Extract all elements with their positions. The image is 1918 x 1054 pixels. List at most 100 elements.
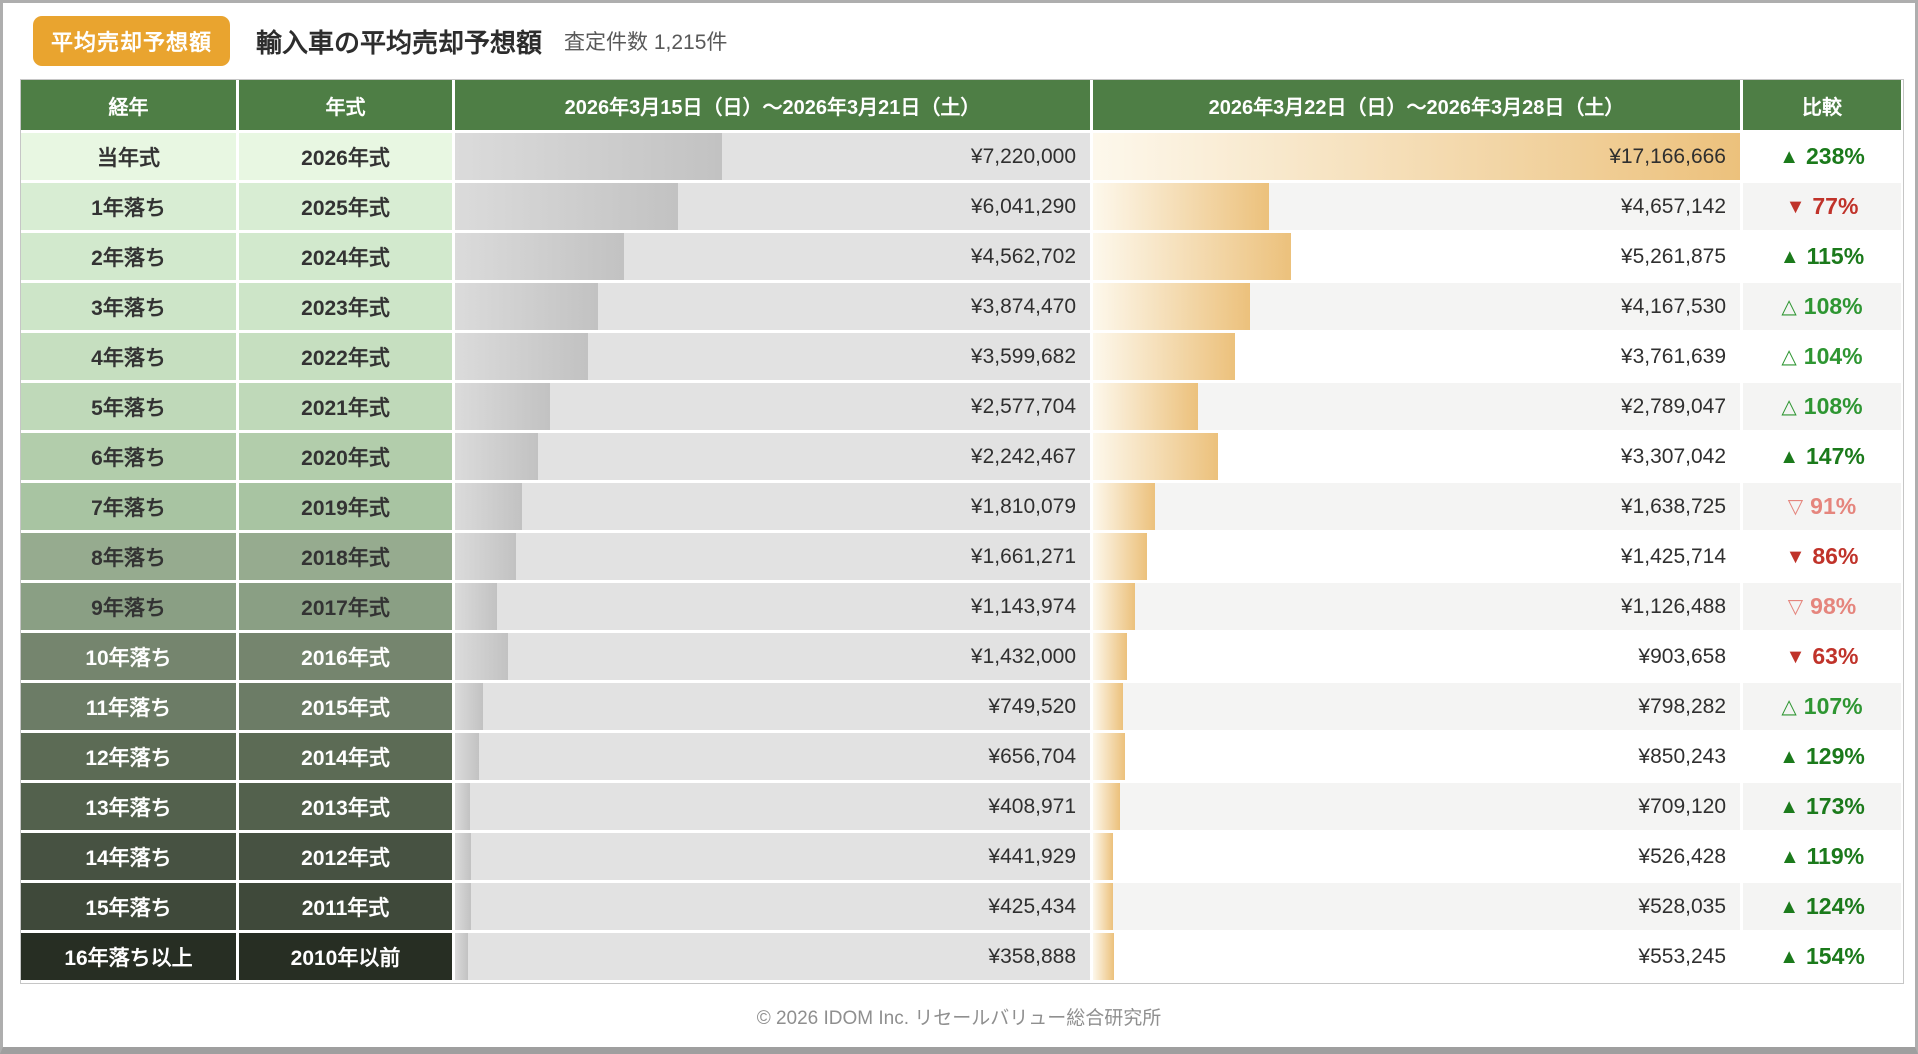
- category-badge: 平均売却予想額: [33, 16, 231, 66]
- comparison-cell: △ 107%: [1743, 683, 1901, 733]
- age-cell: 6年落ち: [21, 433, 239, 483]
- age-cell: 10年落ち: [21, 633, 239, 683]
- comparison-cell: ▼ 86%: [1743, 533, 1901, 583]
- week2-cell: ¥2,789,047: [1093, 383, 1743, 433]
- week1-cell: ¥4,562,702: [455, 233, 1093, 283]
- week1-value: ¥4,562,702: [970, 244, 1076, 268]
- table-row: 13年落ち 2013年式 ¥408,971 ¥709,120 ▲ 173%: [21, 783, 1903, 833]
- week1-value: ¥425,434: [988, 894, 1076, 918]
- week1-bar: [455, 183, 679, 230]
- comparison-percent: 173%: [1805, 793, 1865, 819]
- week1-cell: ¥1,661,271: [455, 533, 1093, 583]
- week1-value: ¥1,810,079: [970, 494, 1076, 518]
- table-row: 当年式 2026年式 ¥7,220,000 ¥17,166,666 ▲ 238%: [21, 133, 1903, 183]
- comparison-percent: 129%: [1805, 743, 1865, 769]
- model-year-cell: 2012年式: [239, 833, 455, 883]
- model-year-cell: 2023年式: [239, 283, 455, 333]
- model-year-cell: 2010年以前: [239, 933, 455, 983]
- week1-cell: ¥7,220,000: [455, 133, 1093, 183]
- table-row: 6年落ち 2020年式 ¥2,242,467 ¥3,307,042 ▲ 147%: [21, 433, 1903, 483]
- week1-value: ¥441,929: [988, 844, 1076, 868]
- week1-value: ¥3,599,682: [970, 344, 1076, 368]
- comparison-percent: 108%: [1803, 393, 1863, 419]
- age-cell: 8年落ち: [21, 533, 239, 583]
- week1-value: ¥656,704: [988, 744, 1076, 768]
- model-year-cell: 2020年式: [239, 433, 455, 483]
- week1-cell: ¥2,242,467: [455, 433, 1093, 483]
- week2-value: ¥528,035: [1638, 894, 1726, 918]
- column-header-week2: 2026年3月22日（日）〜2026年3月28日（土）: [1093, 80, 1743, 133]
- week1-bar: [455, 533, 517, 580]
- age-cell: 15年落ち: [21, 883, 239, 933]
- week2-cell: ¥798,282: [1093, 683, 1743, 733]
- resale-value-table: 経年 年式 2026年3月15日（日）〜2026年3月21日（土） 2026年3…: [20, 79, 1904, 984]
- week2-cell: ¥1,638,725: [1093, 483, 1743, 533]
- table-row: 7年落ち 2019年式 ¥1,810,079 ¥1,638,725 ▽ 91%: [21, 483, 1903, 533]
- week2-bar: [1093, 733, 1126, 780]
- column-header-comparison: 比較: [1743, 80, 1901, 133]
- week2-value: ¥709,120: [1638, 794, 1726, 818]
- week2-bar: [1093, 233, 1292, 280]
- trend-triangle-icon: ▲: [1779, 145, 1799, 168]
- week1-bar: [455, 433, 538, 480]
- week2-cell: ¥3,761,639: [1093, 333, 1743, 383]
- comparison-percent: 98%: [1810, 593, 1857, 619]
- week1-bar: [455, 333, 589, 380]
- comparison-cell: ▲ 115%: [1743, 233, 1901, 283]
- week2-cell: ¥526,428: [1093, 833, 1743, 883]
- model-year-cell: 2015年式: [239, 683, 455, 733]
- table-row: 5年落ち 2021年式 ¥2,577,704 ¥2,789,047 △ 108%: [21, 383, 1903, 433]
- week1-cell: ¥441,929: [455, 833, 1093, 883]
- comparison-cell: ▲ 119%: [1743, 833, 1901, 883]
- comparison-percent: 115%: [1806, 243, 1865, 269]
- week2-cell: ¥903,658: [1093, 633, 1743, 683]
- comparison-cell: △ 108%: [1743, 283, 1901, 333]
- week2-bar: [1093, 433, 1218, 480]
- comparison-percent: 119%: [1806, 843, 1865, 869]
- week2-bar: [1093, 333, 1235, 380]
- week1-bar: [455, 633, 508, 680]
- week2-bar: [1093, 633, 1128, 680]
- week1-bar: [455, 283, 599, 330]
- table-row: 3年落ち 2023年式 ¥3,874,470 ¥4,167,530 △ 108%: [21, 283, 1903, 333]
- week2-value: ¥1,638,725: [1620, 494, 1726, 518]
- comparison-cell: △ 104%: [1743, 333, 1901, 383]
- comparison-percent: 124%: [1805, 893, 1865, 919]
- model-year-cell: 2017年式: [239, 583, 455, 633]
- week1-bar: [455, 733, 480, 780]
- trend-triangle-icon: ▲: [1779, 895, 1799, 918]
- model-year-cell: 2025年式: [239, 183, 455, 233]
- comparison-percent: 154%: [1805, 943, 1865, 969]
- model-year-cell: 2022年式: [239, 333, 455, 383]
- week2-cell: ¥553,245: [1093, 933, 1743, 983]
- column-header-week1: 2026年3月15日（日）〜2026年3月21日（土）: [455, 80, 1093, 133]
- model-year-cell: 2026年式: [239, 133, 455, 183]
- week1-bar: [455, 233, 624, 280]
- week1-cell: ¥6,041,290: [455, 183, 1093, 233]
- trend-triangle-icon: ▽: [1787, 495, 1804, 518]
- age-cell: 9年落ち: [21, 583, 239, 633]
- table-row: 14年落ち 2012年式 ¥441,929 ¥526,428 ▲ 119%: [21, 833, 1903, 883]
- week1-cell: ¥1,432,000: [455, 633, 1093, 683]
- week1-bar: [455, 133, 723, 180]
- comparison-cell: ▼ 63%: [1743, 633, 1901, 683]
- week1-cell: ¥749,520: [455, 683, 1093, 733]
- column-header-model-year: 年式: [239, 80, 455, 133]
- week1-cell: ¥1,143,974: [455, 583, 1093, 633]
- table-row: 12年落ち 2014年式 ¥656,704 ¥850,243 ▲ 129%: [21, 733, 1903, 783]
- week1-bar: [455, 483, 522, 530]
- table-row: 1年落ち 2025年式 ¥6,041,290 ¥4,657,142 ▼ 77%: [21, 183, 1903, 233]
- page-title: 輸入車の平均売却予想額: [256, 27, 543, 58]
- comparison-cell: △ 108%: [1743, 383, 1901, 433]
- table-body: 当年式 2026年式 ¥7,220,000 ¥17,166,666 ▲ 238%…: [21, 133, 1903, 983]
- week2-value: ¥1,425,714: [1620, 544, 1726, 568]
- week2-bar: [1093, 933, 1114, 980]
- trend-triangle-icon: ▽: [1787, 595, 1804, 618]
- comparison-cell: ▲ 147%: [1743, 433, 1901, 483]
- week2-value: ¥553,245: [1638, 944, 1726, 968]
- week2-cell: ¥709,120: [1093, 783, 1743, 833]
- week1-value: ¥749,520: [988, 694, 1076, 718]
- week1-cell: ¥3,599,682: [455, 333, 1093, 383]
- week2-cell: ¥4,657,142: [1093, 183, 1743, 233]
- week2-value: ¥17,166,666: [1609, 144, 1726, 168]
